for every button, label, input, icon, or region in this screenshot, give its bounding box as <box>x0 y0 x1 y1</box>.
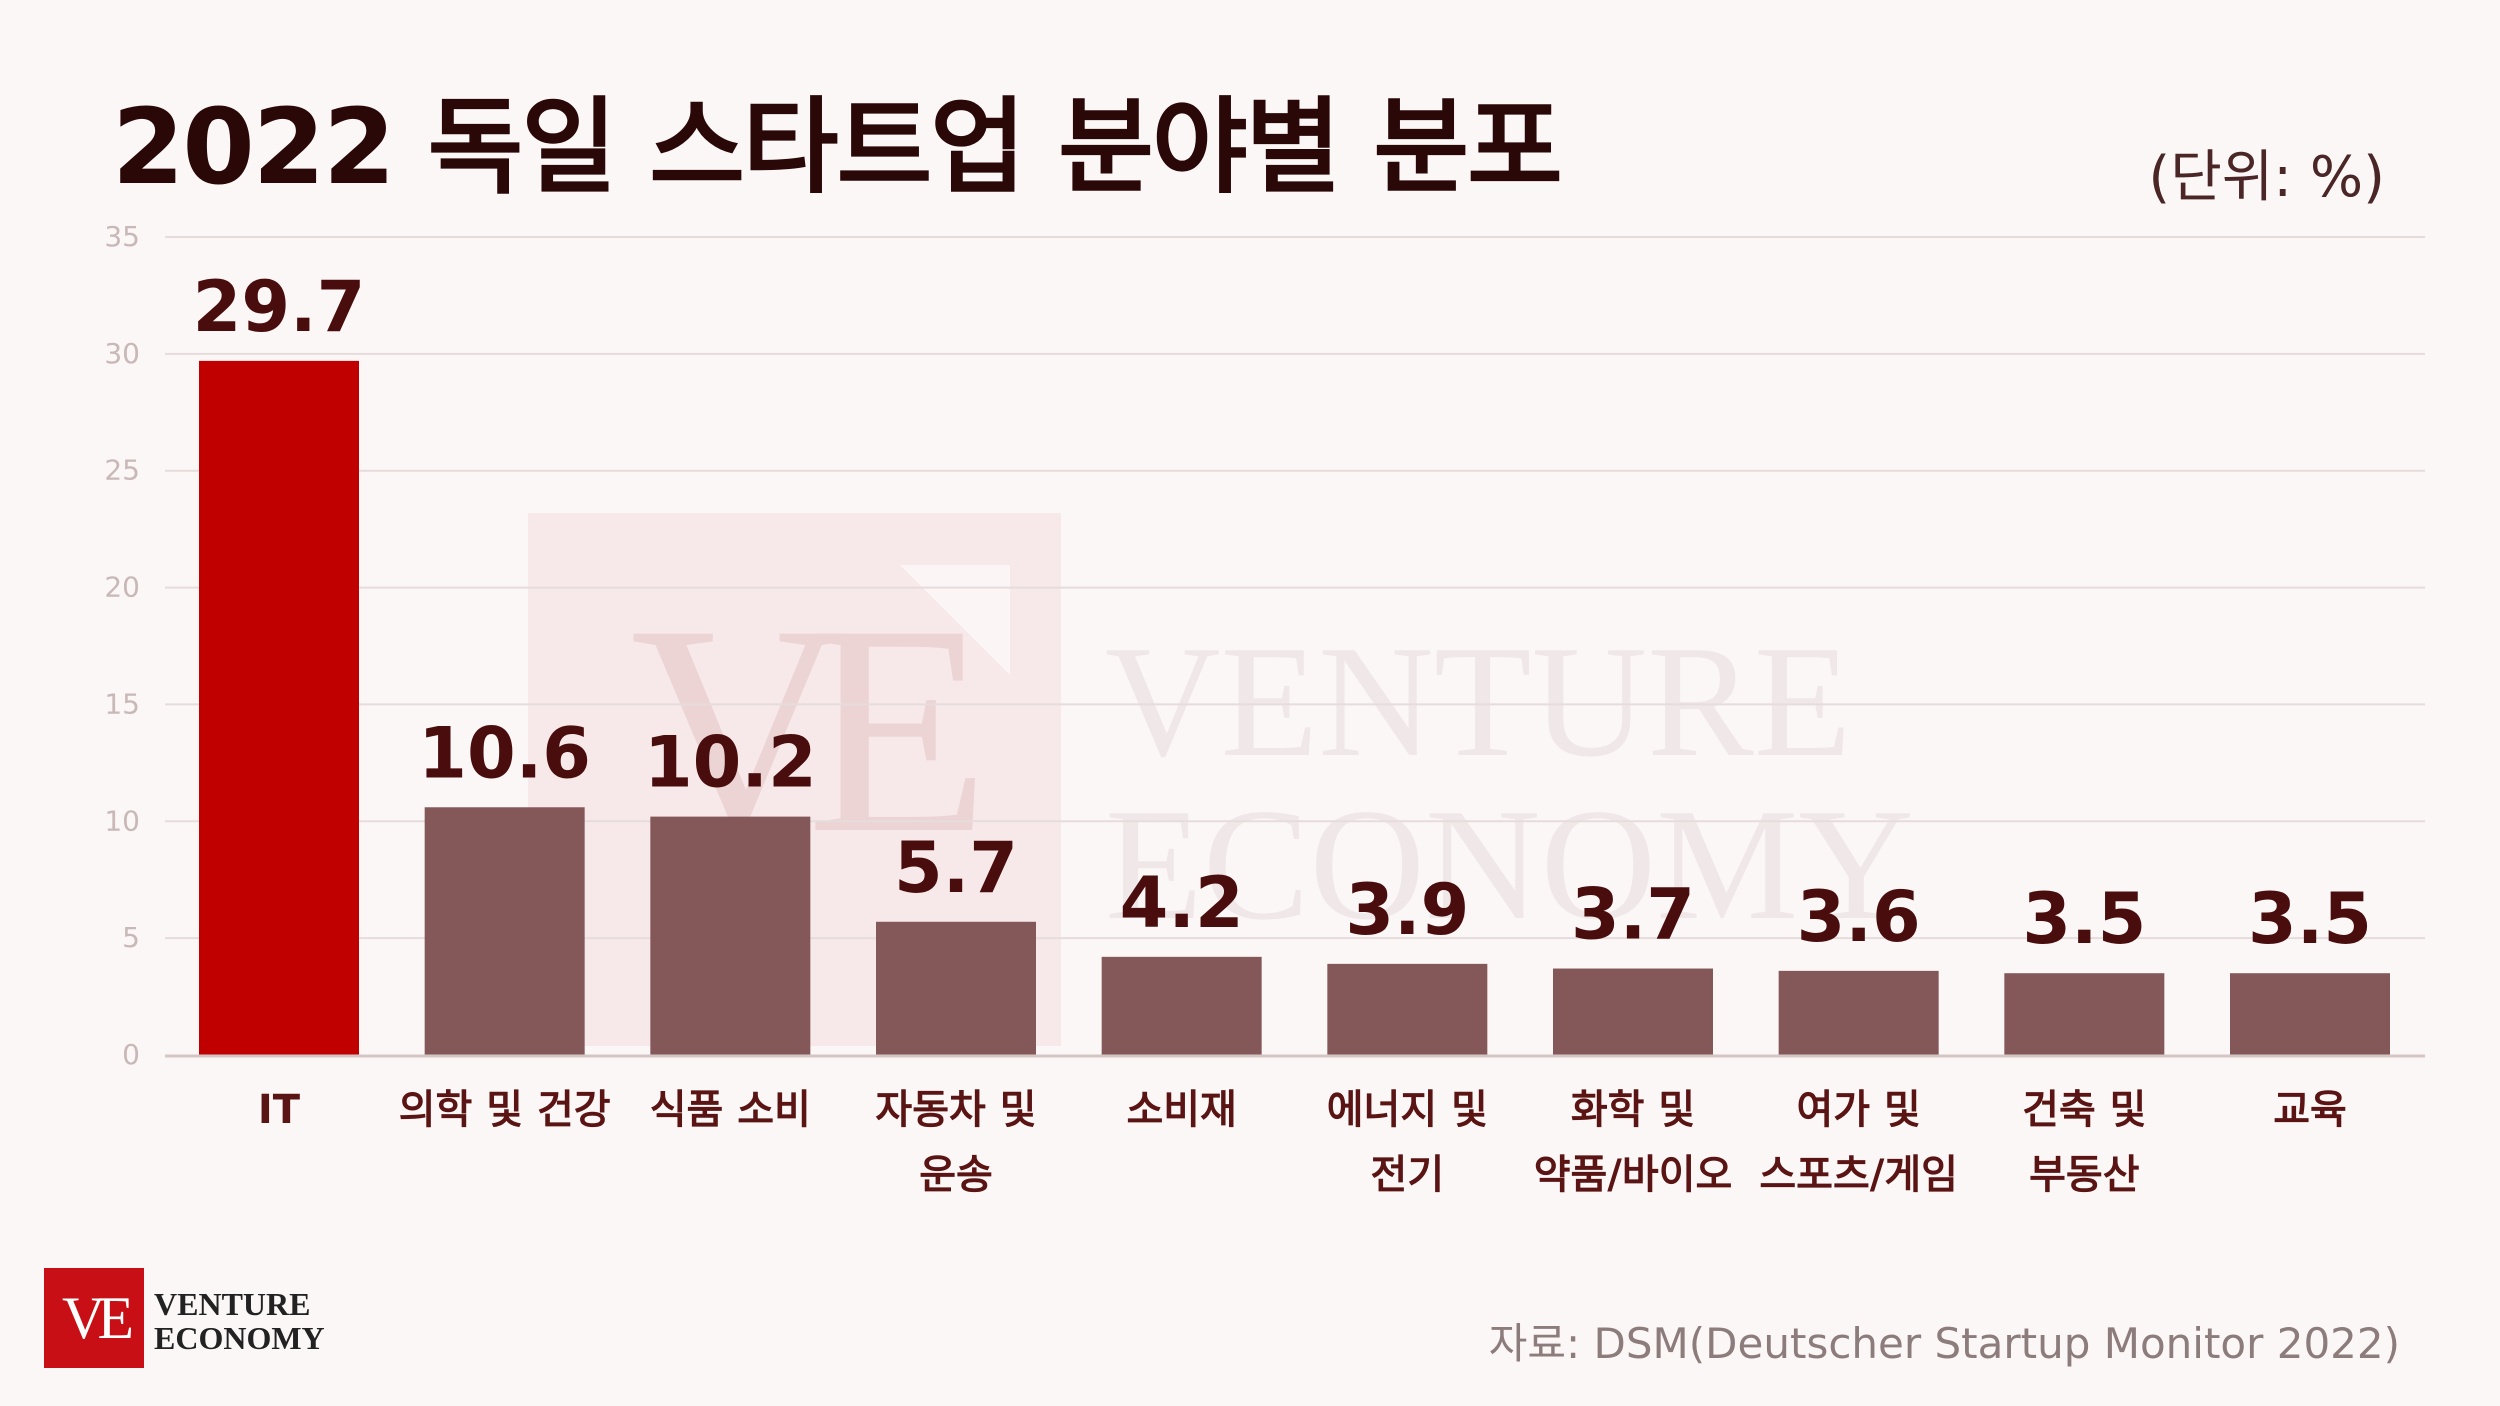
category-label: IT <box>258 1087 301 1133</box>
value-label: 3.7 <box>1571 874 1695 956</box>
bar <box>2230 973 2390 1055</box>
category-label: 여가 및 <box>1797 1087 1921 1133</box>
category-label: 자동차 및 <box>875 1087 1036 1133</box>
y-axis-ticks: 0 5 10 15 20 25 30 35 <box>104 220 140 1071</box>
y-tick-label: 30 <box>104 337 140 370</box>
bar <box>650 816 811 1055</box>
value-labels: 29.7 10.6 10.2 5.7 4.2 3.9 3.7 3.6 3.5 3.5 <box>193 266 2372 960</box>
bar <box>424 807 585 1055</box>
watermark-line-economy: ECONOMY <box>1105 775 1914 953</box>
gridlines <box>165 236 2425 940</box>
value-label: 5.7 <box>894 827 1018 909</box>
category-label: 소비재 <box>1126 1087 1236 1133</box>
bar <box>199 360 359 1056</box>
bar <box>1778 970 1939 1055</box>
category-label: 부동산 <box>2029 1152 2140 1198</box>
category-label: 약품/바이오 <box>1534 1152 1733 1198</box>
logo-word-economy: ECONOMY <box>154 1320 325 1356</box>
y-tick-label: 20 <box>104 571 140 604</box>
y-tick-label: 5 <box>122 921 140 954</box>
chart-title: 2022 독일 스타트업 분야별 분포 <box>112 86 1563 208</box>
category-label: 식품 소비 <box>650 1087 811 1133</box>
bars <box>199 360 2390 1056</box>
category-label: 화학 및 <box>1571 1087 1695 1133</box>
bar <box>1327 963 1488 1055</box>
bar <box>1101 956 1262 1055</box>
bar <box>876 921 1036 1055</box>
watermark-line-venture: VENTURE <box>1105 612 1852 790</box>
category-label: 스포츠/게임 <box>1759 1152 1958 1198</box>
value-label: 3.5 <box>2248 878 2372 960</box>
category-label: 교육 <box>2273 1087 2347 1133</box>
value-label: 29.7 <box>193 266 366 348</box>
value-label: 4.2 <box>1120 862 1244 944</box>
watermark-notch <box>900 565 1010 675</box>
value-label: 3.6 <box>1797 876 1921 958</box>
logo-box: VE <box>44 1268 144 1368</box>
y-tick-label: 25 <box>104 454 140 487</box>
category-label: 운송 <box>919 1152 993 1198</box>
category-label: 건축 및 <box>2022 1087 2146 1133</box>
value-label: 10.2 <box>644 722 817 804</box>
value-label: 10.6 <box>418 712 591 794</box>
venture-economy-logo: VE VENTURE ECONOMY <box>44 1268 364 1370</box>
y-tick-label: 10 <box>104 804 140 837</box>
y-tick-label: 35 <box>104 220 140 253</box>
value-label: 3.5 <box>2022 878 2146 960</box>
source-note: 자료: DSM(Deutscher Startup Monitor 2022) <box>1488 1319 2400 1368</box>
category-label: 에너지 및 <box>1327 1087 1488 1133</box>
category-labels: IT 의학 및 건강 식품 소비 자동차 및운송 소비재 에너지 및전기 화학 및약품/바이… <box>258 1087 2347 1198</box>
unit-label: (단위: %) <box>2148 145 2385 210</box>
category-label: 전기 <box>1371 1152 1445 1198</box>
logo-mark: VE <box>62 1285 134 1351</box>
y-tick-label: 0 <box>122 1038 140 1071</box>
bar <box>1553 968 1713 1055</box>
y-tick-label: 15 <box>104 687 140 720</box>
logo-word-venture: VENTURE <box>154 1286 311 1322</box>
bar <box>2004 973 2165 1055</box>
value-label: 3.9 <box>1345 869 1469 951</box>
category-label: 의학 및 건강 <box>399 1087 611 1133</box>
